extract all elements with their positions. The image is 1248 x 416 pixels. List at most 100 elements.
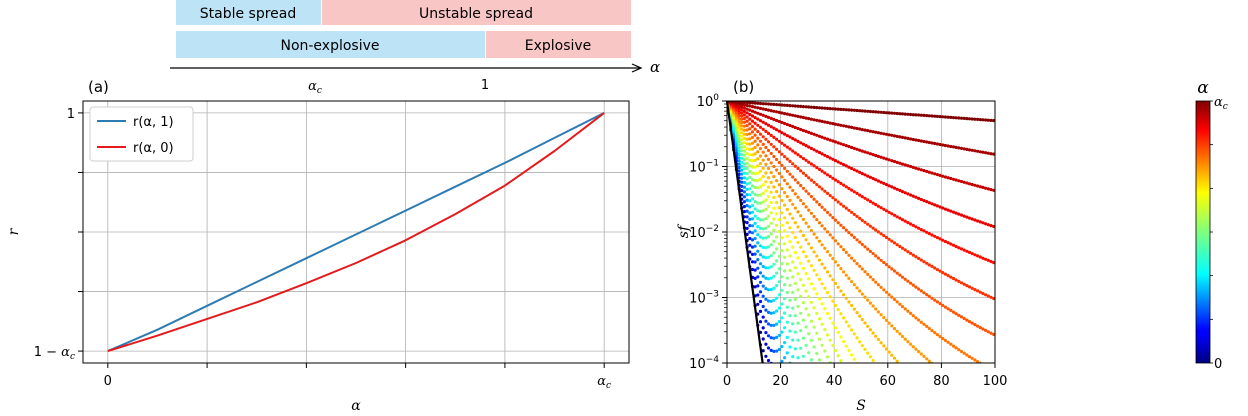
scatter-point [842, 226, 846, 230]
panel-b-label: (b) [733, 78, 754, 96]
scatter-point [815, 292, 819, 296]
scatter-point [833, 107, 838, 111]
scatter-point [973, 149, 977, 153]
scatter-point [954, 346, 958, 350]
scatter-point [938, 237, 942, 241]
scatter-point [772, 239, 776, 243]
scatter-point [951, 210, 956, 214]
scatter-point [922, 354, 926, 358]
scatter-point [740, 102, 744, 106]
scatter-point [764, 171, 768, 175]
scatter-point [914, 138, 918, 142]
scatter-point [788, 212, 792, 216]
scatter-point [855, 214, 859, 218]
scatter-point [847, 108, 851, 112]
scatter-point [761, 191, 765, 196]
scatter-point [796, 166, 800, 171]
scatter-point [863, 173, 867, 177]
scatter-point [740, 127, 744, 131]
scatter-point [785, 194, 789, 199]
scatter-point [769, 276, 773, 280]
scatter-point [847, 208, 851, 212]
scatter-point [772, 102, 776, 106]
scatter-point [777, 333, 781, 337]
scatter-point [858, 193, 862, 197]
scatter-point [858, 148, 862, 152]
scatter-point [836, 330, 840, 334]
scatter-point [992, 261, 995, 265]
scatter-point [836, 107, 840, 111]
scatter-point [796, 304, 800, 308]
scatter-point [900, 162, 905, 166]
scatter-point [909, 164, 913, 169]
scatter-point [836, 242, 840, 246]
scatter-point [887, 350, 891, 354]
scatter-point [791, 149, 795, 153]
scatter-point [855, 311, 859, 315]
scatter-point [761, 102, 765, 106]
scatter-point [860, 128, 864, 132]
scatter-point [978, 185, 982, 189]
scatter-point [764, 297, 768, 301]
scatter-point [809, 105, 814, 109]
scatter-point [868, 129, 873, 133]
scatter-point [742, 158, 747, 162]
scatter-point [745, 172, 749, 176]
scatter-point [801, 233, 806, 238]
scatter-point [887, 184, 891, 188]
scatter-point [892, 356, 897, 360]
scatter-point [777, 293, 781, 297]
scatter-point [967, 250, 972, 254]
scatter-point [783, 155, 787, 159]
scatter-point [860, 292, 864, 296]
scatter-point [740, 114, 744, 118]
scatter-point [984, 222, 988, 226]
scatter-point [817, 239, 822, 243]
scatter-point [734, 141, 739, 145]
scatter-point [745, 226, 749, 230]
scatter-point [769, 102, 773, 106]
scatter-point [793, 330, 797, 334]
scatter-point [737, 104, 741, 108]
scatter-point [804, 221, 808, 225]
colorbar-bottom-label: 0 [1214, 357, 1222, 372]
scatter-point [866, 351, 870, 355]
scatter-point [766, 322, 771, 326]
scatter-point [989, 331, 993, 335]
scatter-point [734, 119, 739, 123]
scatter-point [777, 206, 781, 210]
scatter-point [828, 156, 832, 160]
scatter-point [777, 129, 781, 133]
scatter-point [772, 363, 775, 366]
scatter-point [764, 266, 768, 270]
scatter-point [892, 111, 897, 115]
scatter-point [847, 348, 851, 353]
scatter-point [887, 321, 891, 325]
scatter-point [769, 133, 773, 137]
scatter-point [785, 103, 789, 107]
scatter-point [742, 200, 747, 204]
scatter-point [842, 364, 845, 367]
scatter-point [761, 264, 765, 269]
scatter-point [812, 132, 816, 136]
scatter-point [785, 248, 789, 252]
regime-axis-arrow-icon [631, 63, 643, 73]
scatter-point [764, 154, 768, 158]
scatter-point [898, 188, 902, 192]
scatter-point [761, 227, 765, 231]
scatter-point [793, 138, 797, 142]
scatter-point [919, 352, 923, 356]
scatter-point [946, 144, 950, 148]
scatter-point [884, 183, 889, 187]
scatter-point [863, 128, 867, 132]
scatter-point [799, 346, 803, 350]
scatter-point [933, 203, 937, 207]
scatter-point [775, 212, 779, 216]
scatter-point [764, 319, 768, 323]
scatter-point [796, 288, 800, 292]
scatter-point [785, 145, 789, 149]
scatter-point [962, 248, 966, 252]
scatter-point [833, 198, 838, 202]
scatter-point [831, 157, 835, 161]
scatter-point [761, 236, 765, 240]
